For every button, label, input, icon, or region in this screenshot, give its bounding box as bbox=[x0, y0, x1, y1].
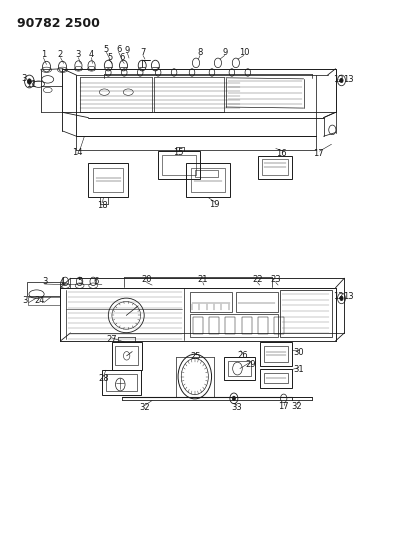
Text: 6: 6 bbox=[116, 45, 121, 54]
Bar bbox=[191, 167, 225, 192]
Text: 7: 7 bbox=[140, 49, 146, 57]
Bar bbox=[260, 342, 292, 367]
Bar bbox=[224, 357, 255, 380]
Bar bbox=[27, 282, 60, 296]
Text: 30: 30 bbox=[294, 348, 304, 357]
Bar bbox=[264, 346, 288, 362]
Bar bbox=[274, 317, 284, 334]
Bar bbox=[28, 297, 60, 305]
Text: 32: 32 bbox=[292, 402, 302, 411]
Text: 6: 6 bbox=[93, 277, 98, 286]
Text: 3: 3 bbox=[42, 277, 47, 286]
Circle shape bbox=[340, 78, 343, 83]
Text: 31: 31 bbox=[294, 365, 304, 374]
Bar bbox=[190, 314, 278, 337]
Text: 32: 32 bbox=[139, 403, 150, 413]
Text: 5: 5 bbox=[107, 53, 112, 62]
Text: 17: 17 bbox=[313, 149, 323, 158]
Text: 5: 5 bbox=[104, 45, 109, 54]
Text: 21: 21 bbox=[198, 275, 208, 284]
Bar bbox=[264, 373, 288, 383]
Text: 17: 17 bbox=[278, 402, 289, 411]
Bar bbox=[116, 346, 138, 366]
Text: 16: 16 bbox=[276, 149, 287, 158]
Bar bbox=[195, 169, 218, 177]
Text: 3: 3 bbox=[21, 74, 26, 83]
Text: 26: 26 bbox=[238, 351, 248, 360]
Text: 15: 15 bbox=[173, 148, 183, 157]
Bar bbox=[258, 156, 292, 179]
Text: 18: 18 bbox=[97, 201, 108, 210]
Bar bbox=[193, 317, 203, 334]
Text: 1: 1 bbox=[41, 51, 46, 59]
Text: 9: 9 bbox=[125, 46, 130, 55]
Bar bbox=[88, 163, 128, 197]
Text: 23: 23 bbox=[270, 275, 281, 284]
Bar bbox=[236, 292, 278, 312]
Text: 27: 27 bbox=[106, 335, 117, 344]
Text: 25: 25 bbox=[191, 352, 201, 361]
Circle shape bbox=[340, 296, 343, 301]
Text: 19: 19 bbox=[209, 200, 220, 209]
Bar bbox=[209, 317, 219, 334]
Text: 13: 13 bbox=[343, 292, 354, 301]
Text: 90782 2500: 90782 2500 bbox=[17, 17, 100, 30]
Text: 28: 28 bbox=[98, 374, 109, 383]
Text: 4: 4 bbox=[60, 277, 65, 286]
Text: 13: 13 bbox=[343, 75, 354, 84]
Bar bbox=[190, 292, 232, 312]
Text: 24: 24 bbox=[34, 296, 45, 305]
Text: 22: 22 bbox=[252, 275, 263, 284]
Bar bbox=[162, 155, 196, 175]
Bar bbox=[262, 159, 288, 175]
Text: 5: 5 bbox=[77, 277, 82, 286]
Text: 14: 14 bbox=[72, 148, 82, 157]
Text: 12: 12 bbox=[333, 75, 344, 84]
Bar bbox=[106, 374, 137, 391]
Text: 33: 33 bbox=[232, 403, 242, 412]
Text: 6: 6 bbox=[119, 53, 124, 62]
Text: 12: 12 bbox=[334, 292, 344, 301]
Text: 20: 20 bbox=[141, 275, 152, 284]
Bar bbox=[280, 290, 332, 337]
Bar bbox=[260, 368, 292, 387]
Text: 8: 8 bbox=[197, 49, 203, 57]
Bar bbox=[158, 151, 200, 179]
Text: 3: 3 bbox=[76, 51, 81, 59]
Text: 29: 29 bbox=[245, 360, 256, 369]
Text: 11: 11 bbox=[26, 79, 37, 88]
Text: 10: 10 bbox=[238, 49, 249, 57]
Bar bbox=[93, 167, 124, 192]
Bar bbox=[102, 370, 141, 395]
Bar bbox=[258, 317, 268, 334]
Text: 2: 2 bbox=[58, 51, 63, 59]
Circle shape bbox=[232, 396, 236, 400]
Text: 4: 4 bbox=[89, 51, 94, 59]
Bar bbox=[186, 163, 230, 197]
Bar bbox=[225, 317, 235, 334]
Circle shape bbox=[28, 79, 31, 84]
Bar bbox=[228, 361, 251, 376]
Text: 3: 3 bbox=[23, 296, 28, 305]
Text: 9: 9 bbox=[222, 49, 227, 57]
Bar bbox=[112, 342, 142, 369]
Bar bbox=[242, 317, 252, 334]
